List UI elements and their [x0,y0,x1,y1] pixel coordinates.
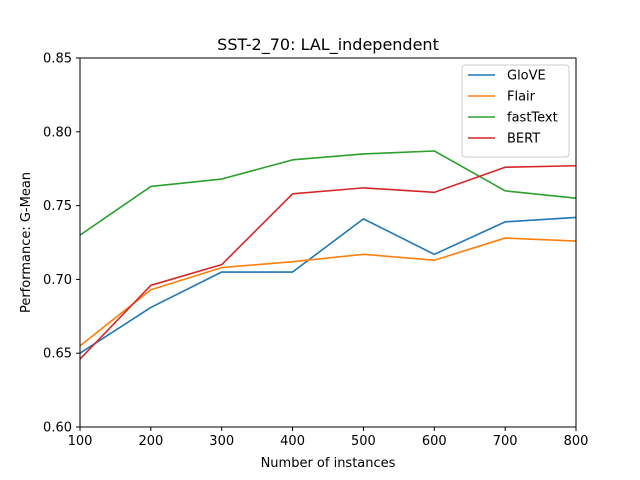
plot-series [79,150,577,360]
legend-label-glove: GloVE [507,69,546,84]
y-tick-label: 0.70 [43,273,72,288]
x-axis-label: Number of instances [261,456,396,471]
y-tick-label: 0.65 [43,347,72,362]
y-tick-label: 0.80 [43,125,72,140]
series-line-bert [79,164,577,360]
chart-title: SST-2_70: LAL_independent [217,35,439,55]
x-tick-label: 300 [209,434,234,449]
x-tick-label: 400 [280,434,305,449]
y-tick-label: 0.60 [43,421,72,436]
y-tick-label: 0.75 [43,199,72,214]
legend-label-fasttext: fastText [507,111,558,126]
plot-frame [79,57,577,428]
legend-label-flair: Flair [507,90,536,105]
series-line-glove [79,216,577,354]
x-axis-ticks: 100 200 300 400 500 600 700 800 [68,427,589,449]
legend: GloVE Flair fastText BERT [461,64,570,158]
y-tick-label: 0.85 [43,52,72,67]
legend-box [461,64,570,158]
x-tick-label: 600 [422,434,447,449]
y-axis-label: Performance: G-Mean [19,172,34,313]
x-tick-label: 700 [493,434,518,449]
x-tick-label: 800 [564,434,589,449]
x-tick-label: 100 [68,434,93,449]
x-tick-label: 200 [138,434,163,449]
x-tick-label: 500 [351,434,376,449]
legend-label-bert: BERT [507,132,540,147]
series-line-flair [79,237,577,347]
series-line-fasttext [79,150,577,236]
y-axis-ticks: 0.60 0.65 0.70 0.75 0.80 0.85 [43,52,80,436]
